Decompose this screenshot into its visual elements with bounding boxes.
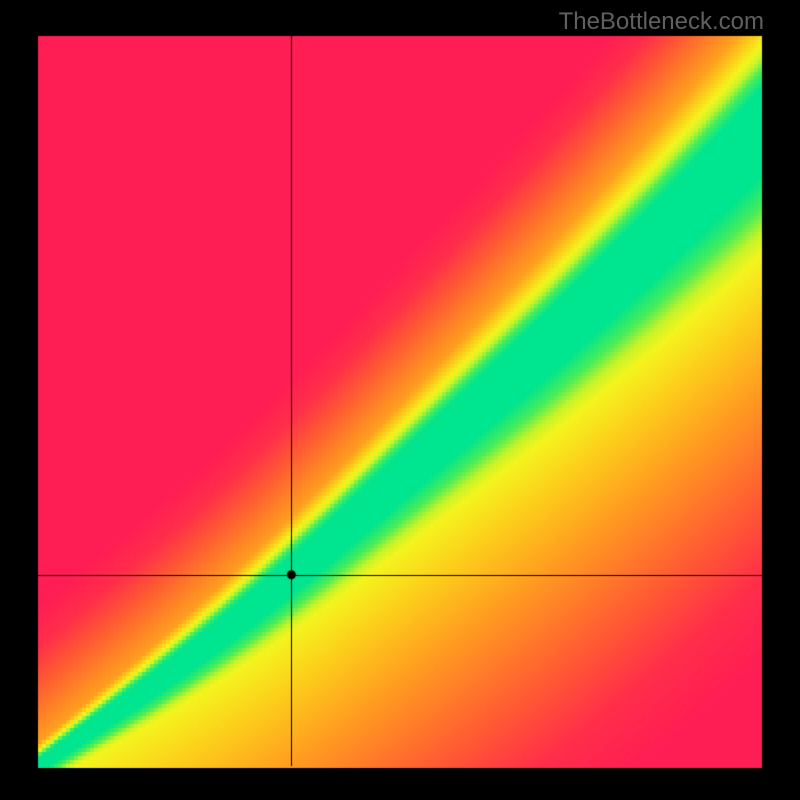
bottleneck-heatmap-canvas [0, 0, 800, 800]
chart-container: TheBottleneck.com [0, 0, 800, 800]
watermark-text: TheBottleneck.com [559, 8, 764, 36]
